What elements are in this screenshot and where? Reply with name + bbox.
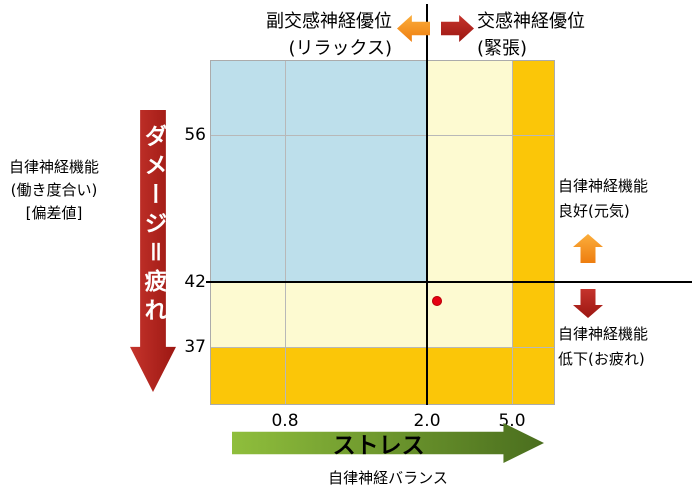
function-poor-line1: 自律神経機能 (558, 325, 649, 343)
function-poor-down-arrow-icon (573, 289, 603, 318)
region-cream-lower (211, 283, 513, 348)
function-good-line1: 自律神経機能 (558, 177, 649, 195)
y-tick-37: 37 (184, 337, 206, 357)
data-point (432, 296, 442, 306)
x-tick-2.0: 2.0 (413, 411, 441, 431)
sympathetic-arrow-icon (441, 15, 474, 42)
gridline-x-5.0 (512, 61, 513, 404)
function-good-up-arrow-icon (573, 234, 603, 263)
parasympathetic-sublabel: (リラックス) (288, 38, 392, 59)
sympathetic-label: 交感神経優位 (477, 11, 585, 32)
y-tick-56: 56 (184, 125, 206, 145)
sympathetic-sublabel: (緊張) (477, 38, 528, 59)
damage-arrow-icon: ダメージ＝疲れ (130, 110, 176, 392)
stress-label: ストレス (332, 433, 425, 459)
parasympathetic-label: 副交感神経優位 (266, 11, 392, 32)
function-good-line2: 良好(元気) (558, 202, 630, 220)
function-poor-label: 自律神経機能 低下(お疲れ) (558, 322, 690, 372)
gridline-x-0.8 (285, 61, 286, 404)
function-poor-line2: 低下(お疲れ) (558, 350, 645, 368)
x-tick-0.8: 0.8 (271, 411, 299, 431)
parasympathetic-annotation: 副交感神経優位 (リラックス) (222, 8, 392, 62)
crosshair-horizontal-line (206, 281, 692, 283)
x-axis-label: 自律神経バランス (328, 469, 448, 487)
y-axis-label-line3: [偏差値] (25, 204, 83, 222)
region-cream-upper (428, 61, 513, 283)
y-axis-label-line1: 自律神経機能 (8, 158, 99, 176)
y-axis-label: 自律神経機能 (働き度合い) [偏差値] (2, 156, 106, 225)
region-blue-parasympathetic (211, 61, 428, 283)
function-good-label: 自律神経機能 良好(元気) (558, 174, 690, 224)
damage-arrow-label: ダメージ＝疲れ (140, 124, 166, 327)
y-tick-42: 42 (184, 272, 206, 292)
y-axis-label-line2: (働き度合い) (10, 181, 98, 199)
gridline-y-37 (211, 347, 554, 348)
plot-area (210, 60, 555, 405)
gridline-y-56 (211, 135, 554, 136)
sympathetic-annotation: 交感神経優位 (緊張) (477, 8, 667, 62)
crosshair-vertical-line (426, 4, 428, 405)
